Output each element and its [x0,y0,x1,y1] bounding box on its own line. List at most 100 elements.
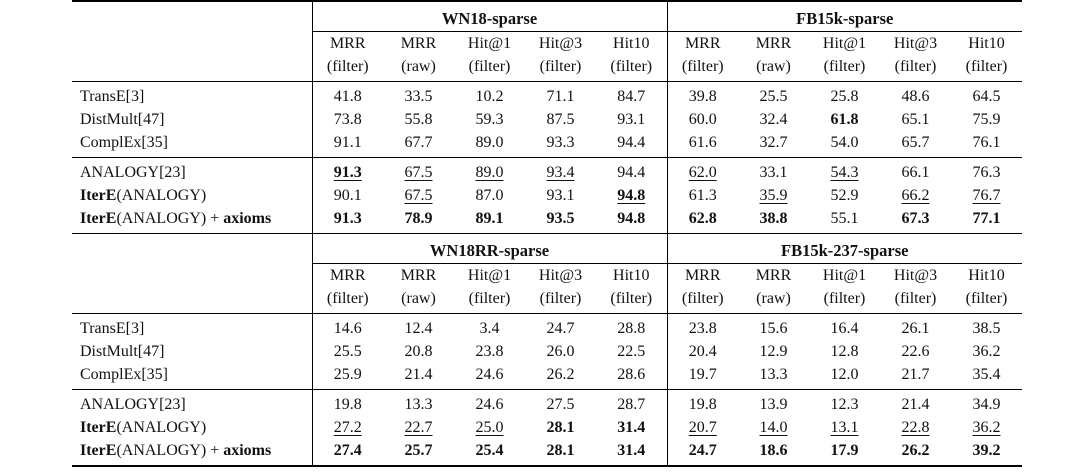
metric-value: 27.4 [311,439,383,467]
metric-value: 22.5 [617,342,646,360]
method-name-part: DistMult[47] [80,342,165,360]
metric-header: Hit@1 [822,34,867,52]
metric-value: 25.0 [475,418,504,436]
method-name: IterE(ANALOGY) [72,184,312,207]
metric-value: 87.5 [546,110,575,128]
metric-value: 31.4 [617,418,646,436]
metric-value: 12.3 [830,395,859,413]
metric-subheader: (filter) [311,287,383,314]
metric-value: 67.3 [901,209,930,227]
metric-subheader: (filter) [454,287,525,314]
metric-subheader: (filter) [951,55,1023,82]
metric-value: 90.1 [311,184,383,207]
method-name: IterE(ANALOGY) + axioms [72,207,312,234]
metric-value: 67.5 [404,163,433,181]
method-name: IterE(ANALOGY) + axioms [72,439,312,467]
metric-subheader: (filter) [666,287,738,314]
metric-value: 24.6 [475,395,504,413]
metric-header: Hit@3 [893,34,938,52]
metric-value: 25.5 [759,87,788,105]
metric-value: 36.2 [972,342,1001,360]
results-table-container: WN18-sparse FB15k-sparse MRR MRR Hit@1 Hit@3 H… [72,0,1023,467]
metric-value: 38.5 [972,319,1001,337]
metric-value: 61.8 [830,110,859,128]
metric-value: 91.3 [311,157,383,184]
metric-header: Hit@1 [467,34,512,52]
metric-subheader: (filter) [666,55,738,82]
metric-value: 26.2 [880,439,951,467]
metric-value: 20.8 [404,342,433,360]
metric-value: 3.4 [479,319,500,337]
table-row: TransE[3] 14.6 12.4 3.4 24.7 28.8 23.8 15.6 16.4… [72,313,1022,341]
metric-value: 22.7 [404,418,433,436]
metric-value: 89.1 [475,209,504,227]
method-name-part: IterE [80,441,117,459]
metric-value: 54.0 [809,131,880,158]
metric-value: 65.7 [880,131,951,158]
metric-subheader: (filter) [525,55,596,82]
metric-value: 20.7 [666,416,738,439]
table-row: IterE(ANALOGY) 27.2 22.7 25.0 28.1 31.4 20.7 14… [72,416,1022,439]
metric-subheader: (filter) [809,287,880,314]
method-name-part: (ANALOGY) + [116,441,224,459]
dataset-header-row: WN18-sparse FB15k-sparse [72,0,1023,32]
metric-value: 76.1 [951,131,1023,158]
metric-subheader: (raw) [738,287,809,314]
metric-value: 67.5 [404,186,433,204]
dataset-title-left: WN18-sparse [311,0,667,32]
metric-value: 48.6 [901,87,930,105]
method-name-part: (ANALOGY) [116,186,207,204]
metric-value: 33.1 [759,163,788,181]
metric-value: 22.8 [901,418,930,436]
metric-value: 94.8 [617,186,646,204]
metric-header: Hit@3 [893,266,938,284]
dataset-title-right: FB15k-237-sparse [666,233,1023,264]
method-name-part: (ANALOGY) [116,418,207,436]
metric-value: 75.9 [972,110,1001,128]
metric-value: 16.4 [830,319,859,337]
metric-value: 19.8 [666,389,738,416]
method-name-part: IterE [80,418,117,436]
table-row: ComplEx[35] 25.9 21.4 24.6 26.2 28.6 19.7 13.3 1… [72,363,1023,390]
metric-value: 71.1 [546,87,575,105]
method-name-part: TransE[3] [80,87,145,105]
metric-subheader: (filter) [454,55,525,82]
metric-header-row: MRR MRR Hit@1 Hit@3 Hit10 MRR MRR Hit@1 Hit@3 Hit… [72,263,1022,287]
metric-subheader: (raw) [383,287,454,314]
metric-subheader-row: (filter) (raw) (filter) (filter) (filter) (fi… [72,55,1023,82]
metric-header: Hit10 [968,34,1005,52]
metric-value: 34.9 [972,395,1001,413]
metric-value: 67.7 [383,131,454,158]
metric-value: 17.9 [809,439,880,467]
empty-cell [72,233,312,264]
metric-value: 66.2 [901,186,930,204]
metric-header: MRR [755,34,792,52]
metric-subheader: (filter) [951,287,1023,314]
results-table: WN18-sparse FB15k-sparse MRR MRR Hit@1 Hit@3 H… [72,0,1023,467]
metric-subheader: (raw) [383,55,454,82]
metric-header: MRR [755,266,792,284]
method-name: TransE[3] [72,314,312,341]
metric-value: 25.8 [830,87,859,105]
metric-value: 19.7 [666,363,738,390]
method-name: ComplEx[35] [72,131,312,158]
table-row: IterE(ANALOGY) + axioms 91.3 78.9 89.1 93.5 9… [72,207,1022,234]
method-name-part: axioms [223,209,272,227]
metric-header: Hit@1 [822,266,867,284]
metric-value: 59.3 [475,110,504,128]
metric-header: MRR [400,34,437,52]
metric-subheader: (filter) [596,287,667,314]
table-row: ANALOGY[23] 91.3 67.5 89.0 93.4 94.4 62.0 33.1 5… [72,157,1022,184]
empty-cell [72,32,312,56]
metric-value: 28.6 [596,363,667,390]
metric-value: 60.0 [666,108,738,131]
metric-value: 87.0 [475,186,504,204]
metric-value: 94.8 [617,209,646,227]
metric-value: 28.8 [617,319,646,337]
metric-value: 66.1 [901,163,930,181]
metric-value: 28.1 [546,418,575,436]
metric-value: 13.3 [404,395,433,413]
metric-value: 62.0 [666,157,738,184]
metric-value: 38.8 [759,209,788,227]
metric-value: 26.0 [546,342,575,360]
